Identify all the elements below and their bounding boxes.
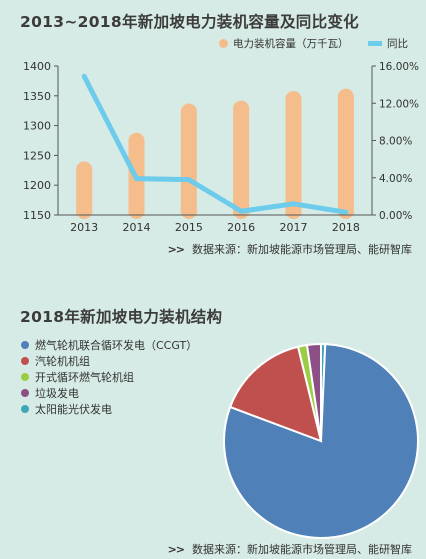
y-tick-label-left: 1200 [23,179,51,192]
pie-legend-label: 太阳能光伏发电 [35,403,112,416]
y-tick-label-left: 1400 [23,60,51,73]
y-tick-label-right: 8.00% [379,136,412,148]
x-tick-label: 2018 [332,221,360,234]
y-tick-label-right: 12.00% [379,98,419,110]
source-text: 数据来源：新加坡能源市场管理局、能研智库 [192,543,412,556]
pie-legend-swatch [21,389,29,397]
pie-legend-item: 开式循环燃气轮机组 [21,369,197,385]
bar-2015 [180,103,197,219]
pie-legend-label: 开式循环燃气轮机组 [35,371,134,384]
y-tick-label-right: 0.00% [379,210,412,222]
capacity-chart: 1150 1200 1250 1300 1350 1400 0.00% 4.00% 8.00% 1… [23,60,419,234]
y-tick-label-left: 1150 [23,209,51,222]
bar-base-2013 [76,209,93,215]
legend-item-yoy: 同比 [368,36,408,51]
y-tick-label-right: 4.00% [379,173,412,185]
pie-legend-swatch [21,341,29,349]
x-tick-label: 2015 [175,221,203,234]
pie-legend-item: 太阳能光伏发电 [21,401,197,417]
x-tick-label: 2016 [227,221,255,234]
pie-slice-2 [296,343,322,442]
legend-label-capacity: 电力装机容量（万千瓦） [233,38,349,50]
pie-legend-item: 汽轮机机组 [21,353,197,369]
legend-swatch-capacity [219,39,228,48]
arrows-icon: >> [167,543,185,556]
chart-title: 2013~2018年新加坡电力装机容量及同比变化 [20,13,359,31]
pie-legend: 燃气轮机联合循环发电（CCGT） 汽轮机机组开式循环燃气轮机组 垃圾发电太阳能光伏发… [21,337,197,417]
x-tick-label: 2017 [280,221,308,234]
legend-swatch-yoy [368,41,382,46]
pie-slice-4 [320,342,327,442]
pie-legend-item: 燃气轮机联合循环发电（CCGT） [21,337,197,353]
bar-2013 [76,161,93,219]
bar-base-2017 [285,209,302,215]
arrows-icon: >> [167,243,185,256]
x-tick-label: 2014 [123,221,151,234]
y-tick-label-left: 1250 [23,149,51,162]
x-tick-label: 2013 [70,221,98,234]
pie-legend-swatch [21,357,29,365]
pie-slice-0 [223,343,419,539]
bar-2016 [233,100,250,219]
pie-slice-1 [228,345,323,443]
pie-legend-label: 燃气轮机联合循环发电（CCGT） [35,339,198,352]
source-note: >> 数据来源：新加坡能源市场管理局、能研智库 [168,541,412,557]
legend-label-yoy: 同比 [387,38,408,50]
pie-slice-3 [305,342,322,442]
bar-base-2014 [128,209,145,215]
source-note: >> 数据来源：新加坡能源市场管理局、能研智库 [168,241,412,257]
bar-base-2015 [180,209,197,215]
pie-legend-swatch [21,373,29,381]
pie-legend-item: 垃圾发电 [21,385,197,401]
y-tick-label-left: 1350 [23,90,51,103]
y-tick-label-left: 1300 [23,120,51,133]
source-text: 数据来源：新加坡能源市场管理局、能研智库 [192,243,412,256]
yoy-line [81,73,349,215]
bar-2017 [285,91,302,219]
pie-legend-swatch [21,405,29,413]
bar-2018 [337,88,354,219]
chart-title: 2018年新加坡电力装机结构 [20,308,223,326]
y-tick-label-right: 16.00% [379,61,419,73]
pie-legend-label: 汽轮机机组 [35,355,90,368]
pie-legend-label: 垃圾发电 [35,387,79,400]
legend-item-capacity: 电力装机容量（万千瓦） [219,36,349,51]
